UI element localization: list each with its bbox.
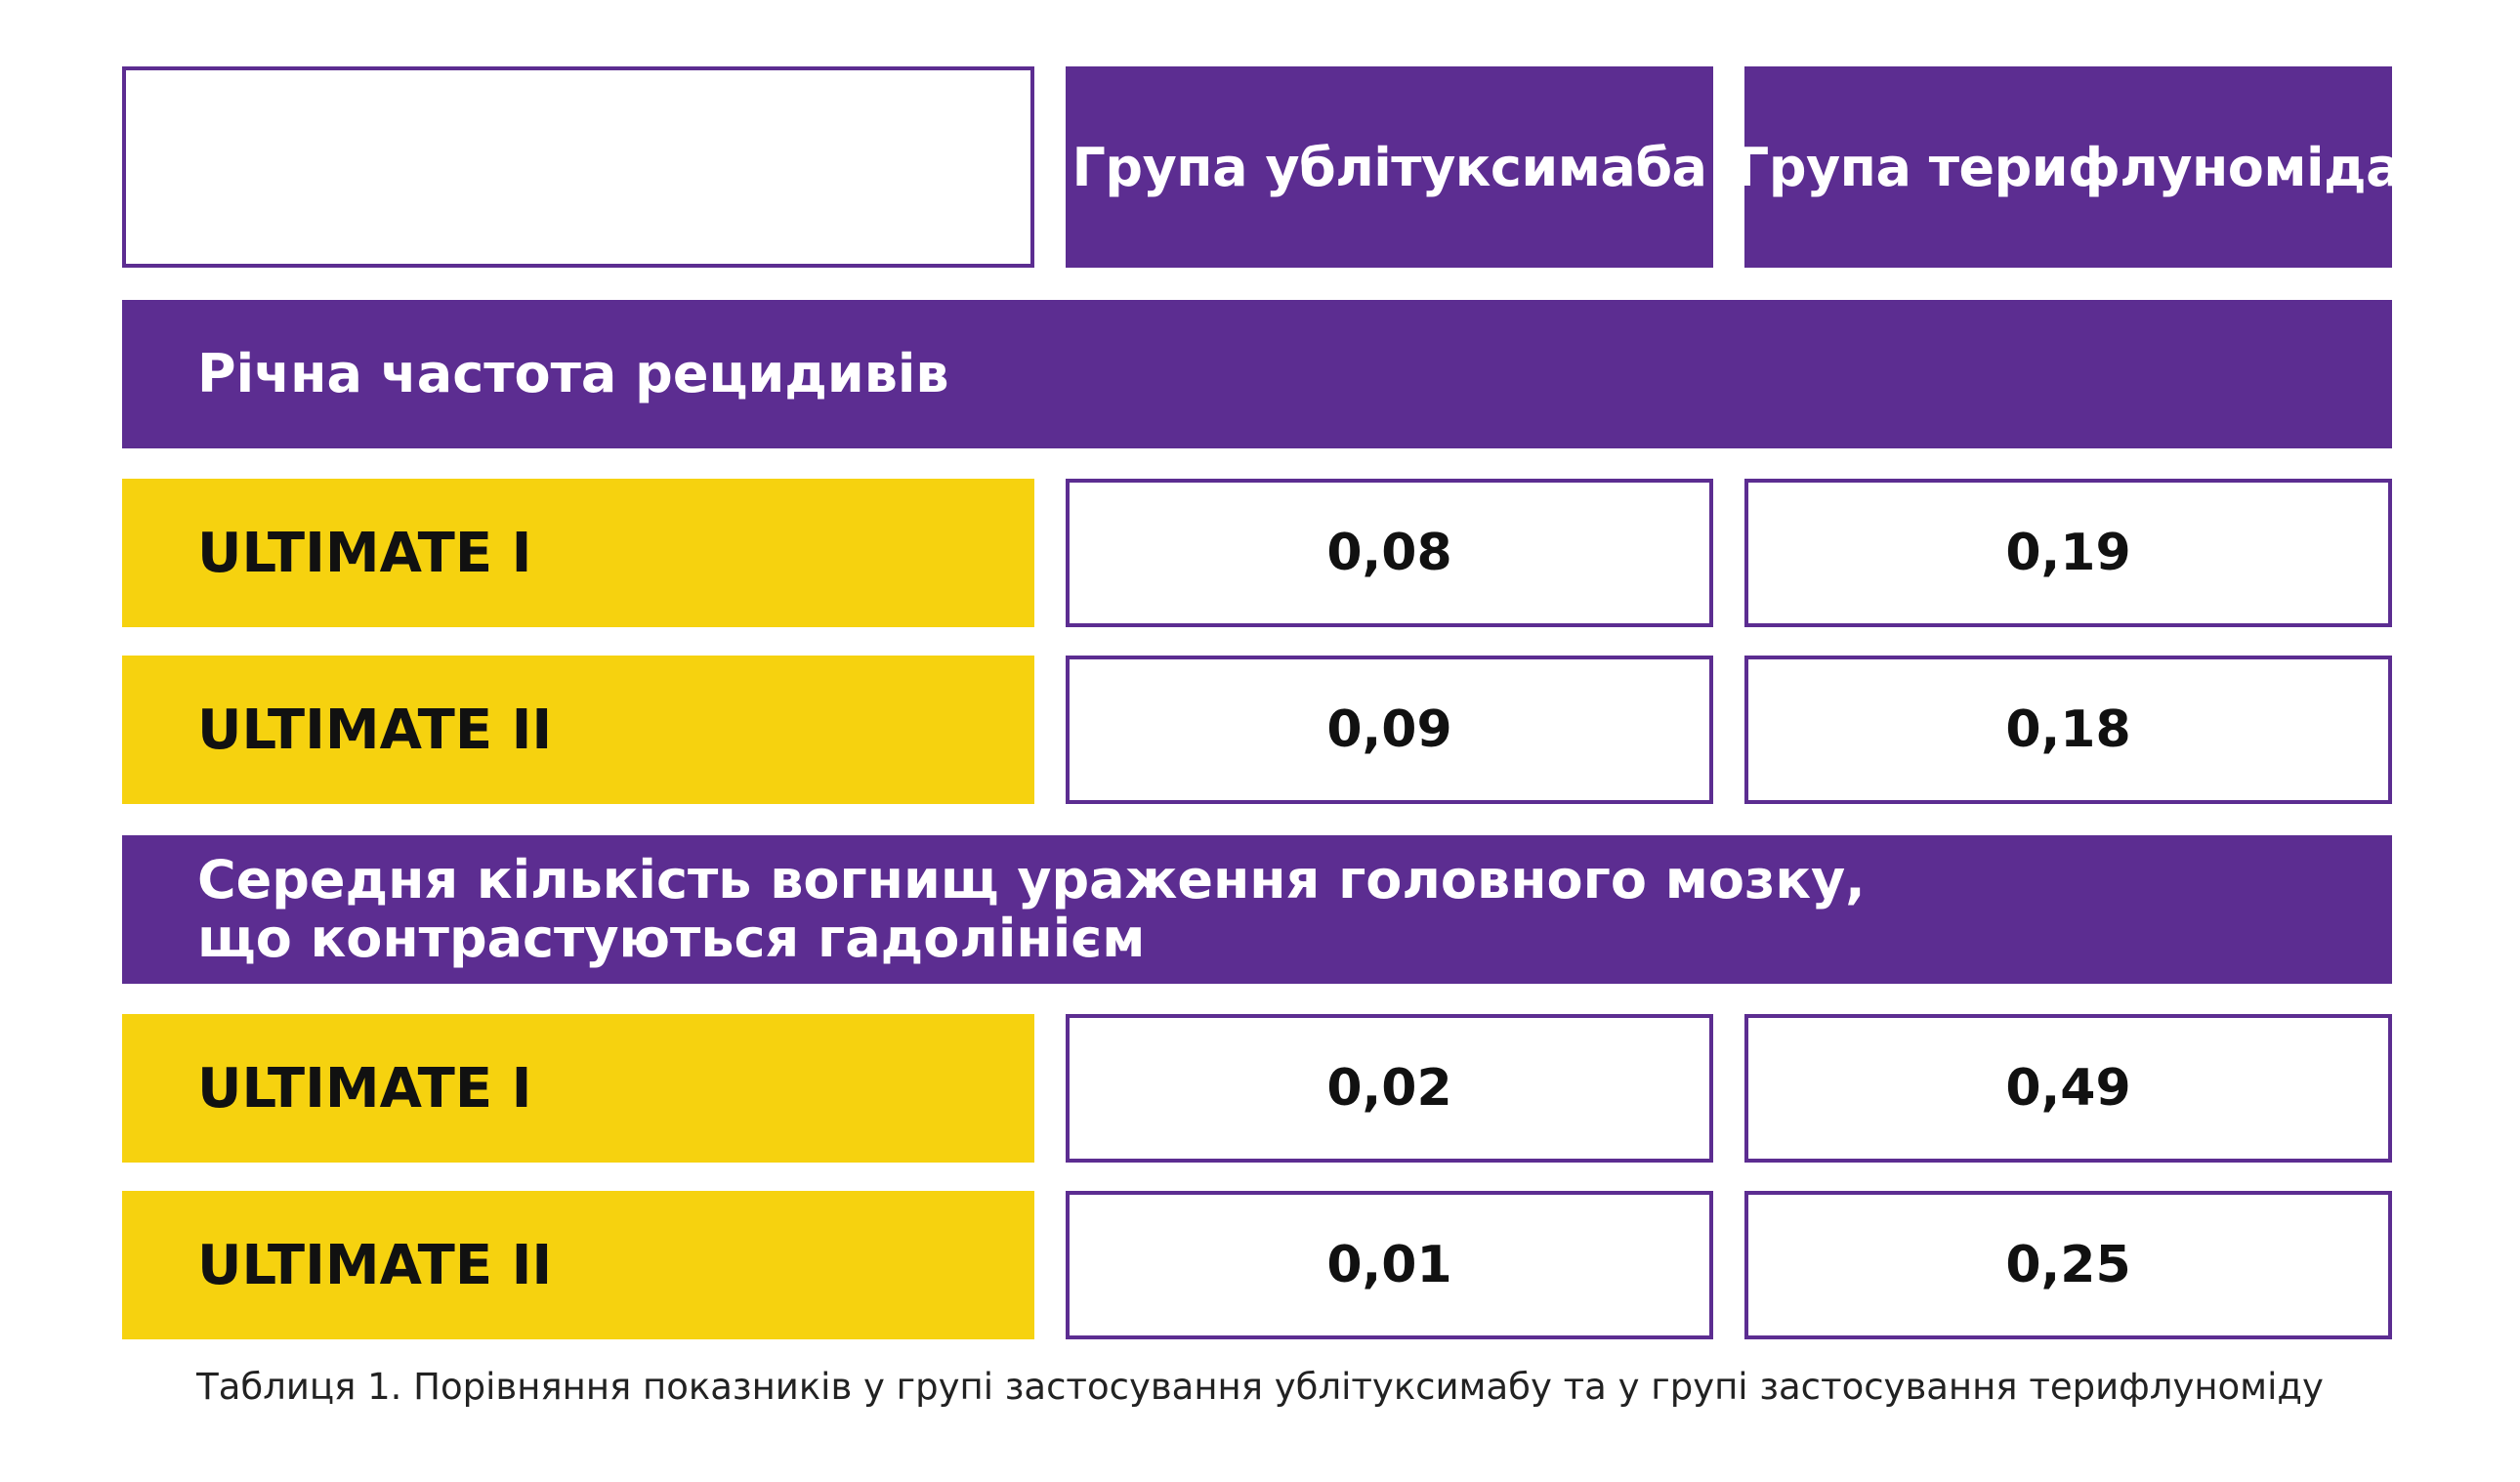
- value-cell-teriflunomide: 0,19: [1744, 479, 2392, 627]
- row-label-ultimate-2: ULTIMATE II: [122, 1191, 1034, 1339]
- row-label-ultimate-2: ULTIMATE II: [122, 656, 1034, 804]
- value-cell-teriflunomide: 0,49: [1744, 1014, 2392, 1163]
- value-cell-ublituximab: 0,02: [1066, 1014, 1713, 1163]
- table-corner-cell: [122, 66, 1034, 268]
- value-cell-teriflunomide: 0,25: [1744, 1191, 2392, 1339]
- table-caption: Таблиця 1. Порівняння показників у групі…: [196, 1366, 2324, 1408]
- section-header-relapse-rate: Річна частота рецидивів: [122, 300, 2392, 448]
- column-header-teriflunomide: Група терифлуноміда: [1736, 66, 2402, 268]
- section-title-line-1: Середня кількість вогнищ ураження головн…: [197, 849, 1866, 910]
- section-title-line-2: що контрастуються гадолінієм: [197, 908, 1146, 969]
- column-header-ublituximab: Група ублітуксимаба: [1066, 66, 1713, 268]
- value-cell-ublituximab: 0,08: [1066, 479, 1713, 627]
- value-cell-ublituximab: 0,09: [1066, 656, 1713, 804]
- section-header-gd-lesions: Середня кількість вогнищ ураження головн…: [122, 835, 2392, 984]
- value-cell-teriflunomide: 0,18: [1744, 656, 2392, 804]
- value-cell-ublituximab: 0,01: [1066, 1191, 1713, 1339]
- row-label-ultimate-1: ULTIMATE I: [122, 1014, 1034, 1163]
- section-title: Річна частота рецидивів: [197, 343, 949, 404]
- row-label-ultimate-1: ULTIMATE I: [122, 479, 1034, 627]
